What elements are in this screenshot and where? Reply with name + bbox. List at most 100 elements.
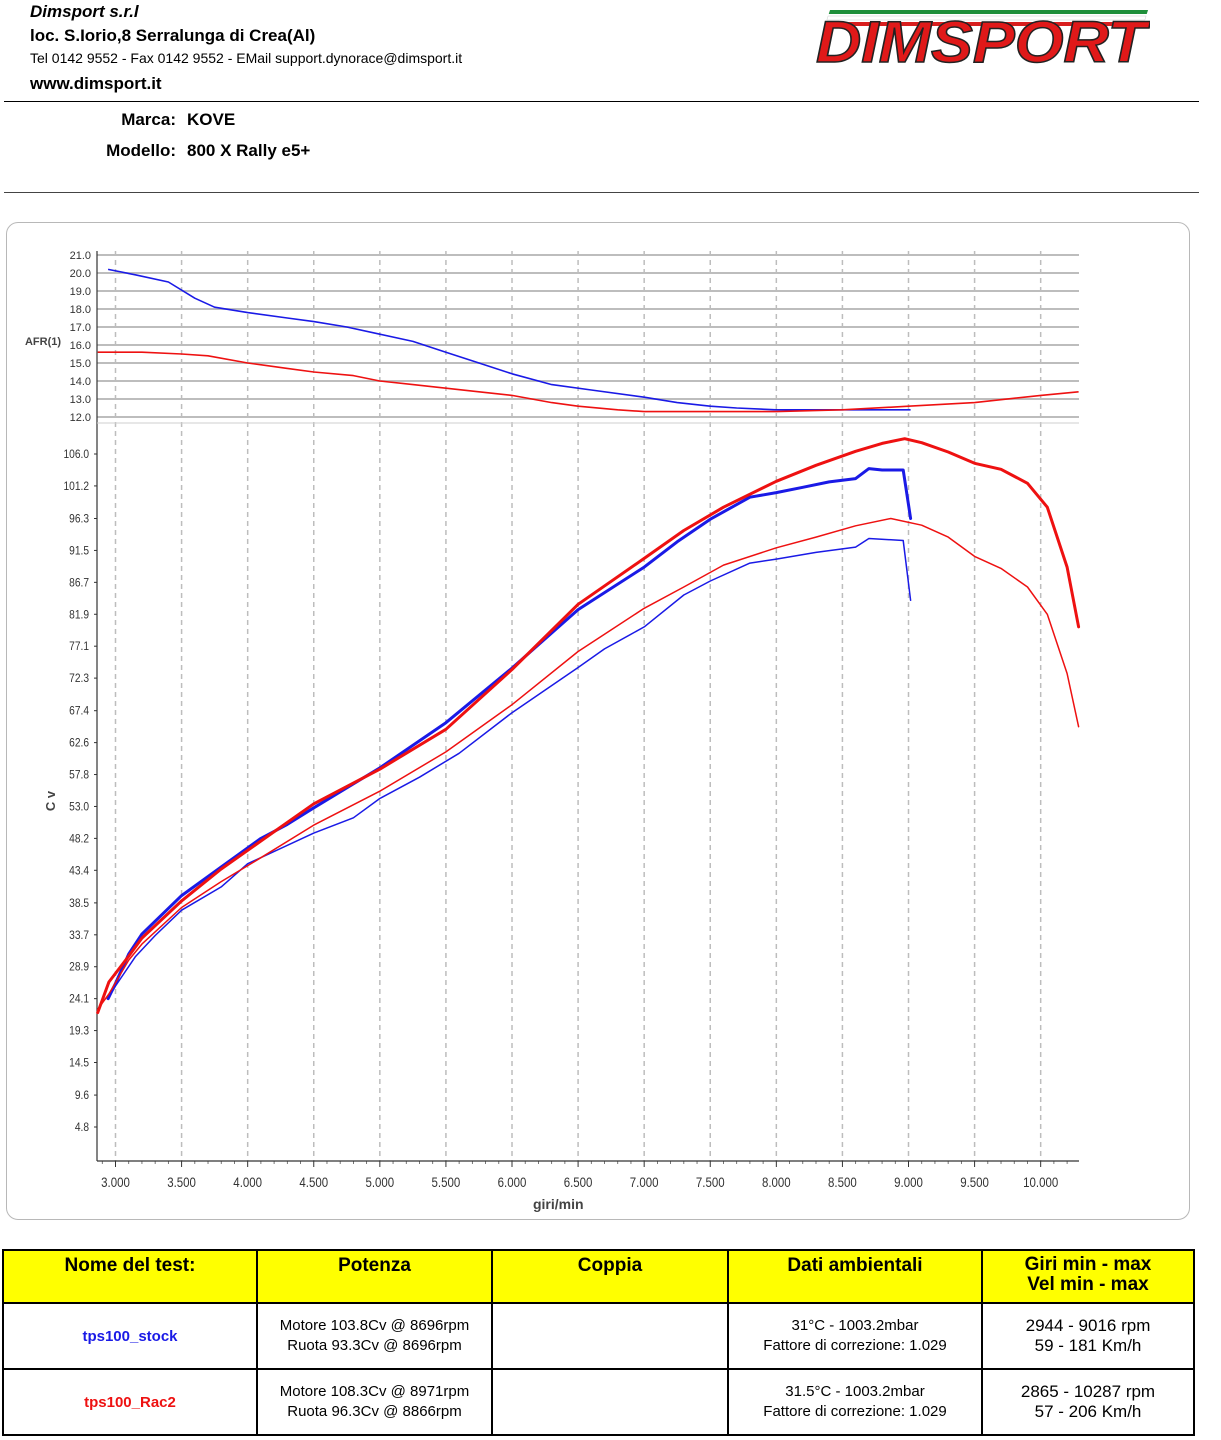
x-tick-label: 4.500 [299, 1174, 328, 1190]
power-tick-label: 38.5 [69, 897, 89, 910]
power-tick-label: 4.8 [75, 1121, 89, 1134]
power-tick-label: 77.1 [69, 640, 89, 653]
correction-factor: Fattore di correzione: 1.029 [763, 1403, 947, 1420]
x-tick-label: 9.500 [960, 1174, 989, 1190]
x-tick-label: 9.000 [894, 1174, 923, 1190]
x-tick-label: 4.000 [233, 1174, 262, 1190]
power-tick-label: 96.3 [69, 513, 89, 526]
header-giri-vel: Giri min - max Vel min - max [981, 1249, 1195, 1304]
power-axis-label: C v [43, 790, 58, 811]
test-name-stock: tps100_stock [2, 1302, 258, 1370]
power-tick-label: 28.9 [69, 961, 89, 974]
potenza-ruota: Ruota 93.3Cv @ 8696rpm [287, 1337, 462, 1354]
company-website: www.dimsport.it [30, 74, 162, 93]
x-tick-label: 7.000 [630, 1174, 659, 1190]
x-tick-label: 3.500 [167, 1174, 196, 1190]
header-test-name: Nome del test: [2, 1249, 258, 1304]
header-coppia: Coppia [491, 1249, 729, 1304]
afr-tick-label: 13.0 [70, 394, 91, 406]
x-tick-label: 3.000 [101, 1174, 130, 1190]
giri-vel-cell: 2944 - 9016 rpm 59 - 181 Km/h [981, 1302, 1195, 1370]
modello-label: Modello: [106, 141, 176, 160]
ambient-conditions: 31°C - 1003.2mbar [791, 1317, 919, 1334]
x-axis-label: giri/min [533, 1196, 584, 1212]
vel-range: 59 - 181 Km/h [1034, 1336, 1142, 1355]
x-tick-label: 10.000 [1023, 1174, 1058, 1190]
company-contacts: Tel 0142 9552 - Fax 0142 9552 - EMail su… [30, 50, 463, 66]
power-series-line [96, 437, 1081, 1015]
x-tick-label: 7.500 [696, 1174, 725, 1190]
power-tick-label: 57.8 [69, 769, 89, 782]
correction-factor: Fattore di correzione: 1.029 [763, 1337, 947, 1354]
power-tick-label: 86.7 [69, 577, 89, 590]
power-tick-label: 24.1 [69, 993, 89, 1006]
afr-tick-label: 14.0 [70, 376, 91, 388]
afr-tick-label: 19.0 [70, 286, 91, 298]
table-row: tps100_Rac2 Motore 108.3Cv @ 8971rpm Ruo… [2, 1368, 1195, 1436]
marca-value: KOVE [187, 110, 236, 129]
results-table: Nome del test: Potenza Coppia Dati ambie… [2, 1249, 1195, 1436]
power-tick-label: 62.6 [69, 737, 89, 750]
header-potenza: Potenza [256, 1249, 493, 1304]
afr-tick-label: 17.0 [70, 322, 91, 334]
company-name: Dimsport s.r.l [30, 2, 139, 21]
afr-tick-label: 20.0 [70, 268, 91, 280]
power-tick-label: 91.5 [69, 545, 89, 558]
power-tick-label: 101.2 [63, 480, 89, 493]
header-dati-ambientali: Dati ambientali [727, 1249, 983, 1304]
header-vel: Vel min - max [1027, 1274, 1149, 1295]
power-tick-label: 53.0 [69, 801, 89, 814]
afr-series-line [107, 268, 911, 411]
power-series-line [107, 537, 912, 1000]
power-tick-label: 43.4 [69, 865, 89, 878]
giri-range: 2865 - 10287 rpm [1020, 1382, 1156, 1401]
x-tick-label: 6.000 [498, 1174, 527, 1190]
giri-vel-cell: 2865 - 10287 rpm 57 - 206 Km/h [981, 1368, 1195, 1436]
afr-tick-label: 21.0 [70, 250, 91, 262]
afr-series-line [97, 351, 1079, 413]
marca-label: Marca: [121, 110, 176, 129]
coppia-cell [491, 1302, 729, 1370]
dyno-chart-panel: 3.000 3.500 4.000 4.500 5.000 5.500 6.000 6.500… [6, 222, 1190, 1220]
power-series-line [96, 517, 1080, 1011]
ambient-cell: 31.5°C - 1003.2mbar Fattore di correzion… [727, 1368, 983, 1436]
potenza-motore: Motore 108.3Cv @ 8971rpm [279, 1383, 470, 1400]
logo-text: DIMSPORT [816, 10, 1150, 70]
power-tick-label: 106.0 [63, 448, 89, 461]
x-tick-label: 8.000 [762, 1174, 791, 1190]
afr-tick-label: 15.0 [70, 358, 91, 370]
ambient-cell: 31°C - 1003.2mbar Fattore di correzione:… [727, 1302, 983, 1370]
vehicle-divider [4, 192, 1199, 193]
potenza-motore: Motore 103.8Cv @ 8696rpm [279, 1317, 470, 1334]
company-address: loc. S.Iorio,8 Serralunga di Crea(Al) [30, 26, 316, 45]
modello-value: 800 X Rally e5+ [187, 141, 311, 160]
header-divider [4, 101, 1199, 102]
dimsport-logo: DIMSPORT [815, 9, 1150, 70]
x-tick-label: 8.500 [828, 1174, 857, 1190]
power-tick-label: 33.7 [69, 929, 89, 942]
table-header-row: Nome del test: Potenza Coppia Dati ambie… [2, 1249, 1195, 1304]
dyno-chart: 3.000 3.500 4.000 4.500 5.000 5.500 6.000 6.500… [25, 250, 1081, 1212]
test-name-rac2: tps100_Rac2 [2, 1368, 258, 1436]
header-giri: Giri min - max [1024, 1254, 1152, 1275]
power-tick-label: 67.4 [69, 705, 89, 718]
afr-tick-label: 18.0 [70, 304, 91, 316]
potenza-ruota: Ruota 96.3Cv @ 8866rpm [287, 1403, 462, 1420]
power-tick-label: 9.6 [75, 1089, 89, 1102]
vel-range: 57 - 206 Km/h [1034, 1402, 1142, 1421]
power-tick-label: 14.5 [69, 1057, 89, 1070]
potenza-cell: Motore 108.3Cv @ 8971rpm Ruota 96.3Cv @ … [256, 1368, 493, 1436]
potenza-cell: Motore 103.8Cv @ 8696rpm Ruota 93.3Cv @ … [256, 1302, 493, 1370]
afr-axis-label: AFR(1) [25, 336, 61, 348]
x-tick-label: 5.000 [365, 1174, 394, 1190]
coppia-cell [491, 1368, 729, 1436]
power-tick-label: 19.3 [69, 1025, 89, 1038]
power-tick-label: 81.9 [69, 609, 89, 622]
power-series-line [106, 467, 913, 1001]
x-tick-label: 6.500 [564, 1174, 593, 1190]
x-tick-label: 5.500 [432, 1174, 461, 1190]
table-row: tps100_stock Motore 103.8Cv @ 8696rpm Ru… [2, 1302, 1195, 1370]
ambient-conditions: 31.5°C - 1003.2mbar [785, 1383, 925, 1400]
afr-tick-label: 16.0 [70, 340, 91, 352]
giri-range: 2944 - 9016 rpm [1025, 1316, 1151, 1335]
